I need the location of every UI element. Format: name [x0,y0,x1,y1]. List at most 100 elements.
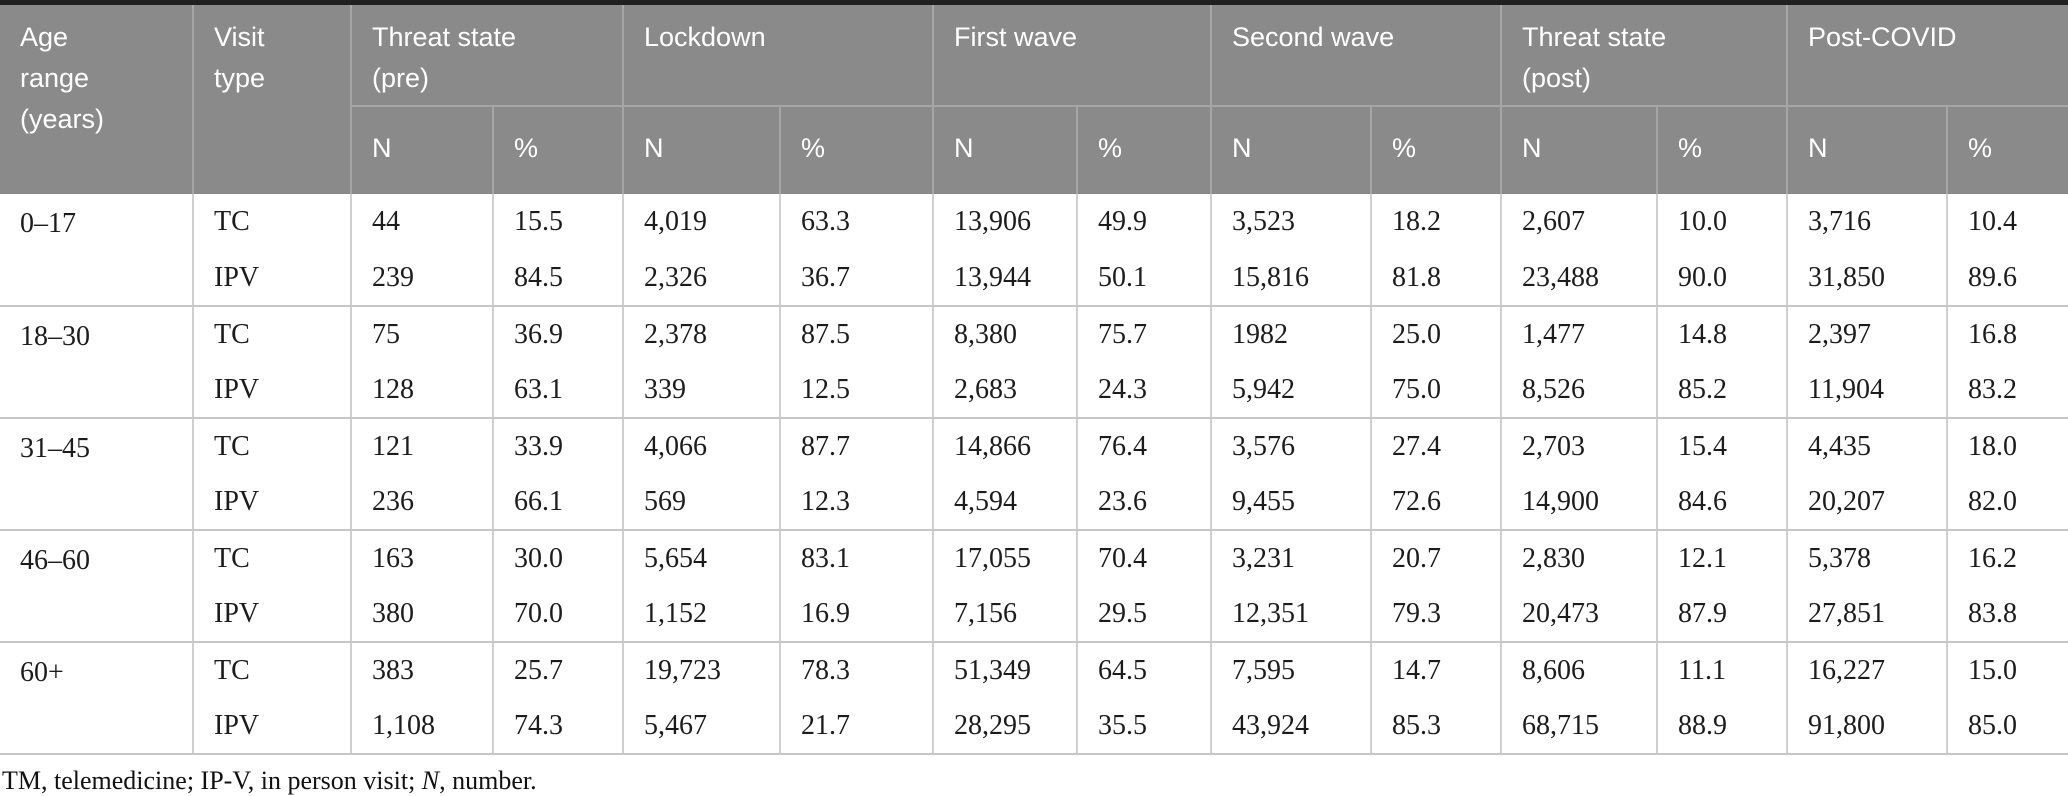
value-cell: 17,055 [932,530,1077,587]
value-cell: 21.7 [779,698,933,756]
value-cell: 79.3 [1369,586,1502,644]
value-cell: 70.0 [492,586,623,644]
value-cell: 8,526 [1500,362,1658,420]
value-cell: 91,800 [1786,698,1948,756]
sub-header-pct: % [1656,105,1788,195]
value-cell: 380 [350,586,493,644]
value-cell: 569 [622,474,780,532]
value-cell: 2,607 [1500,194,1658,251]
value-cell: 27.4 [1369,418,1502,475]
value-cell: 12.5 [779,362,933,420]
table-row: IPV 1,108 74.3 5,467 21.7 28,295 35.5 43,924 85.… [0,698,2068,756]
table-body: 0–17 TC 44 15.5 4,019 63.3 13,906 49.9 3,523 18.2… [0,194,2068,756]
age-range-cell: 18–30 [0,306,193,420]
col-header-age-range-label: Age range (years) [20,22,105,135]
value-cell: 64.5 [1076,642,1211,699]
value-cell: 2,378 [622,306,780,363]
value-cell: 49.9 [1076,194,1211,251]
value-cell: 15.0 [1946,642,2068,699]
sub-header-pct: % [1946,105,2068,195]
value-cell: 11,904 [1786,362,1948,420]
group-header-lockdown-label: Lockdown [644,22,766,52]
value-cell: 4,019 [622,194,780,251]
value-cell: 2,683 [932,362,1077,420]
value-cell: 30.0 [492,530,623,587]
value-cell: 72.6 [1369,474,1502,532]
value-cell: 75.7 [1076,306,1211,363]
value-cell: 15.5 [492,194,623,251]
table-row: 0–17 TC 44 15.5 4,019 63.3 13,906 49.9 3,523 18.2… [0,194,2068,308]
value-cell: 1,152 [622,586,780,644]
value-cell: 239 [350,250,493,308]
value-cell: 63.1 [492,362,623,420]
table-row: 60+ TC 383 25.7 19,723 78.3 51,349 64.5 7,595 14.… [0,642,2068,756]
value-cell: 13,906 [932,194,1077,251]
value-cell: 2,326 [622,250,780,308]
value-cell: 70.4 [1076,530,1211,587]
value-cell: 88.9 [1656,698,1788,756]
group-header-first-wave-label: First wave [954,22,1078,52]
sub-header-pct: % [492,105,623,195]
group-header-threat-state-post-label: Threat state (post) [1522,22,1667,94]
value-cell: 33.9 [492,418,623,475]
value-cell: 5,467 [622,698,780,756]
table-footnote: TM, telemedicine; IP-V, in person visit;… [2,766,2068,796]
value-cell: 35.5 [1076,698,1211,756]
visit-type-cell: IPV [192,698,351,756]
footnote-text: , number. [439,766,537,796]
value-cell: 51,349 [932,642,1077,699]
group-header-post-covid-label: Post-COVID [1808,22,1957,52]
visit-type-cell: TC [192,306,351,363]
value-cell: 75.0 [1369,362,1502,420]
age-range-cell: 60+ [0,642,193,756]
value-cell: 14,866 [932,418,1077,475]
group-header-threat-state-pre: Threat state (pre) [350,2,623,107]
value-cell: 16,227 [1786,642,1948,699]
value-cell: 82.0 [1946,474,2068,532]
value-cell: 1,108 [350,698,493,756]
value-cell: 9,455 [1210,474,1371,532]
sub-header-pct: % [1076,105,1211,195]
visit-type-by-age-table: Age range (years) Visit type Threat stat… [0,0,2068,756]
value-cell: 81.8 [1369,250,1502,308]
group-header-lockdown: Lockdown [622,2,933,107]
footnote-text: TM, telemedicine; IP-V, in person visit; [2,766,422,796]
sub-header-n: N [622,105,780,195]
visit-type-cell: IPV [192,362,351,420]
value-cell: 89.6 [1946,250,2068,308]
value-cell: 383 [350,642,493,699]
value-cell: 74.3 [492,698,623,756]
value-cell: 13,944 [932,250,1077,308]
value-cell: 16.9 [779,586,933,644]
table-row: IPV 239 84.5 2,326 36.7 13,944 50.1 15,816 81.8 2… [0,250,2068,308]
value-cell: 90.0 [1656,250,1788,308]
value-cell: 36.9 [492,306,623,363]
visit-type-cell: IPV [192,586,351,644]
value-cell: 12,351 [1210,586,1371,644]
group-header-second-wave: Second wave [1209,2,1502,107]
value-cell: 36.7 [779,250,933,308]
value-cell: 5,654 [622,530,780,587]
value-cell: 19,723 [622,642,780,699]
value-cell: 27,851 [1786,586,1948,644]
value-cell: 4,594 [932,474,1077,532]
visit-type-cell: TC [192,194,351,251]
sub-header-n: N [932,105,1077,195]
value-cell: 1982 [1210,306,1371,363]
value-cell: 1,477 [1500,306,1658,363]
table-row: 31–45 TC 121 33.9 4,066 87.7 14,866 76.4 3,576 27… [0,418,2068,532]
value-cell: 12.1 [1656,530,1788,587]
value-cell: 25.0 [1369,306,1502,363]
value-cell: 128 [350,362,493,420]
value-cell: 23,488 [1500,250,1658,308]
value-cell: 8,606 [1500,642,1658,699]
group-header-second-wave-label: Second wave [1232,22,1395,52]
visit-type-cell: TC [192,418,351,475]
visit-type-cell: TC [192,530,351,587]
group-header-first-wave: First wave [932,2,1211,107]
value-cell: 66.1 [492,474,623,532]
value-cell: 85.2 [1656,362,1788,420]
sub-header-n: N [1786,105,1948,195]
value-cell: 44 [350,194,493,251]
value-cell: 163 [350,530,493,587]
